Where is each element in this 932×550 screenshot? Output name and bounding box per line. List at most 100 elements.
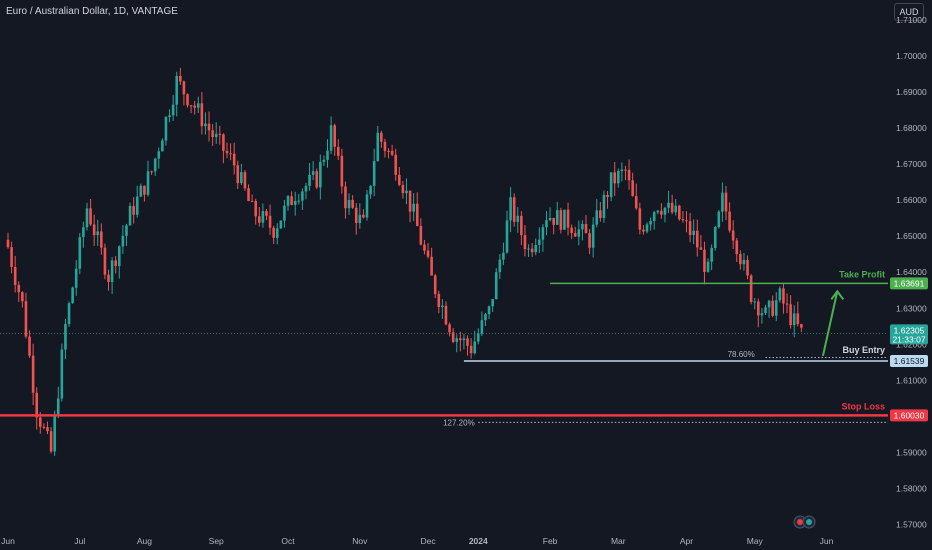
candle-body	[53, 415, 56, 452]
candle-body	[502, 252, 505, 260]
candle-body	[760, 313, 764, 316]
candle	[739, 250, 742, 270]
candle-body	[462, 338, 466, 341]
candle	[602, 190, 606, 223]
candle-body	[466, 338, 469, 346]
candle	[150, 170, 153, 175]
candle-body	[602, 194, 606, 218]
candle	[31, 343, 35, 406]
candle	[258, 206, 261, 227]
candle	[398, 167, 401, 187]
candle	[207, 111, 211, 142]
candle-body	[135, 196, 139, 215]
candles-layer	[6, 67, 803, 456]
candle	[362, 209, 365, 219]
candle-body	[742, 259, 746, 265]
time-tick-label: Jul	[74, 536, 85, 546]
time-tick-label: Jun	[820, 536, 834, 546]
candle	[426, 243, 430, 259]
candle	[595, 199, 599, 228]
time-tick-label: Apr	[680, 536, 693, 546]
candle-body	[721, 192, 724, 212]
candle	[186, 93, 189, 108]
candle-body	[423, 244, 426, 251]
candle	[527, 244, 530, 258]
candle	[6, 232, 10, 249]
candle	[785, 293, 789, 314]
candle	[703, 241, 706, 285]
candle-body	[293, 200, 297, 205]
take-profit-label: Take Profit	[839, 269, 885, 279]
candle-body	[459, 338, 462, 341]
candle	[344, 181, 347, 219]
candle	[268, 204, 272, 235]
candle	[520, 210, 523, 246]
candle	[254, 198, 258, 225]
candle	[283, 199, 286, 228]
candle	[541, 224, 545, 252]
candle-body	[390, 151, 394, 155]
candle	[261, 203, 265, 228]
candle-body	[218, 133, 222, 135]
candle	[17, 281, 21, 303]
candle	[624, 165, 627, 181]
currency-button[interactable]: AUD	[894, 3, 924, 21]
candle-body	[509, 197, 512, 221]
candle-body	[717, 211, 721, 228]
time-tick-label: Aug	[137, 536, 152, 546]
candle	[394, 148, 398, 181]
candle-body	[272, 227, 275, 238]
candle-body	[204, 123, 207, 127]
candle	[329, 116, 333, 155]
candle-body	[642, 229, 645, 232]
candle-body	[179, 75, 182, 82]
candle	[225, 142, 229, 159]
candle	[566, 202, 570, 236]
candle-body	[455, 338, 459, 342]
candle-body	[268, 215, 272, 228]
candle-body	[78, 237, 82, 269]
candle	[56, 386, 60, 419]
candle	[613, 161, 617, 196]
candle	[358, 203, 362, 229]
candle	[308, 162, 311, 191]
candle	[462, 333, 466, 350]
candle-body	[150, 171, 153, 173]
candle	[71, 286, 74, 304]
candle-body	[559, 210, 563, 230]
candle-body	[13, 266, 17, 285]
candle	[247, 184, 250, 202]
candle-body	[82, 227, 85, 238]
price-axis[interactable]: 1.71000 1.70000 1.69000 1.68000 1.67000 1.660…	[896, 15, 927, 530]
candle-body	[656, 210, 660, 213]
candle	[383, 138, 387, 158]
candle-body	[279, 220, 283, 229]
candle	[749, 274, 753, 305]
candle	[67, 301, 71, 327]
candle-body	[405, 190, 408, 194]
candle	[60, 343, 64, 402]
candle	[78, 233, 82, 275]
candle	[193, 100, 196, 115]
candle-body	[103, 247, 107, 275]
candle-body	[329, 125, 333, 151]
candle	[301, 188, 304, 210]
candle-body	[660, 210, 663, 215]
candle	[692, 219, 695, 245]
candle	[455, 334, 459, 353]
candle	[232, 142, 236, 175]
candle-body	[207, 123, 211, 131]
candle-body	[581, 224, 584, 230]
replay-widget[interactable]	[793, 515, 816, 529]
candle	[681, 210, 685, 223]
candle	[365, 190, 369, 221]
candle-body	[778, 288, 782, 301]
time-axis[interactable]: Jun Jul Aug Sep Oct Nov Dec 2024 Feb Mar Apr May Jun	[1, 536, 833, 546]
candle-body	[100, 231, 103, 248]
candle	[552, 217, 555, 235]
candle-body	[595, 210, 599, 225]
candle-body	[265, 211, 268, 216]
candle-body	[168, 115, 171, 118]
candle	[660, 203, 663, 219]
